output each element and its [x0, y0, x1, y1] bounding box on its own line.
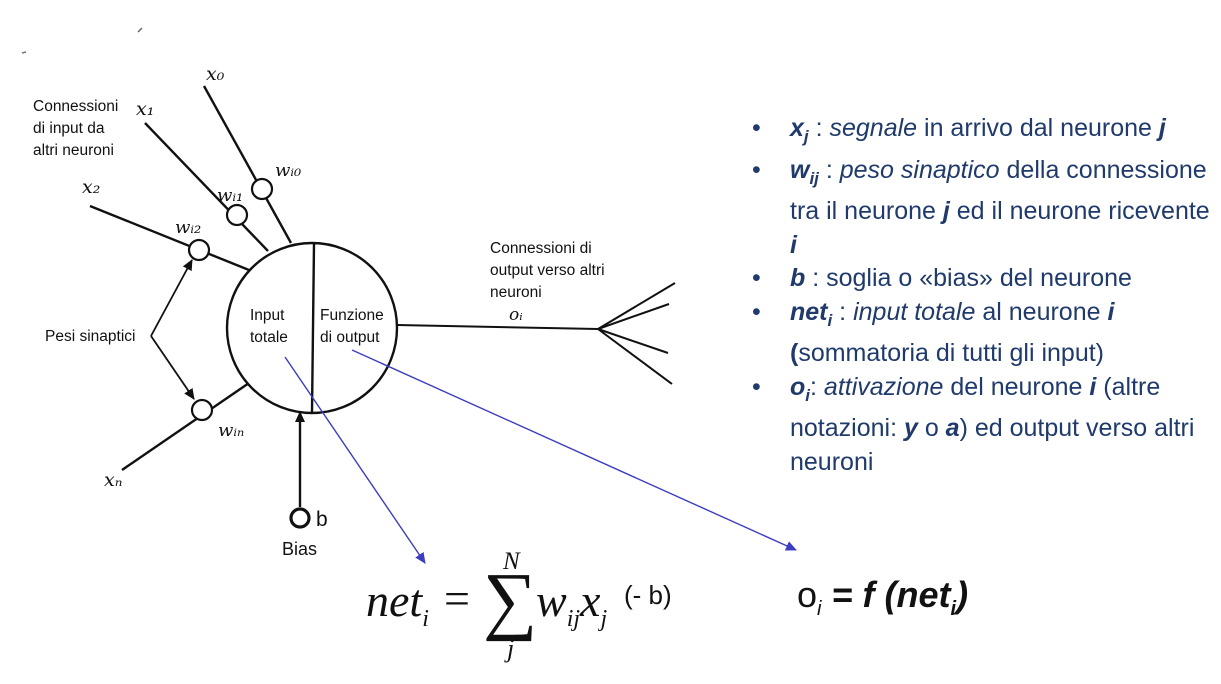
definition-item: neti : input totale al neurone i (sommat…	[752, 296, 1212, 371]
weighted-term: wijxj	[536, 575, 608, 633]
definition-item: wij : peso sinaptico della connessione t…	[752, 154, 1212, 263]
weight-node-2	[187, 238, 211, 262]
weight-label-2: wᵢ₂	[175, 217, 201, 238]
input-label-n: xₙ	[104, 469, 122, 491]
bias-term: (- b)	[624, 580, 672, 610]
output-connections	[396, 282, 676, 385]
input-label-2: x₂	[82, 176, 100, 198]
definition-symbol: b	[790, 264, 806, 292]
svg-text:Connessioni di: Connessioni di	[490, 240, 592, 257]
arrow-to-output-formula	[351, 349, 797, 551]
output-formula: oi = f (neti)	[797, 574, 969, 621]
neuron-output-label: Funzione di output	[320, 307, 384, 346]
weight-label-n: wᵢₙ	[218, 420, 244, 441]
definition-item: b : soglia o «bias» del neurone	[752, 262, 1212, 296]
svg-text:totale: totale	[250, 329, 288, 346]
neuron-body	[225, 241, 399, 415]
weight-nodes	[187, 177, 274, 422]
arrow-to-net-formula	[284, 356, 426, 564]
svg-text:neuroni: neuroni	[490, 284, 542, 301]
synaptic-weights-label: Pesi sinaptici	[45, 328, 135, 345]
weight-node-1	[225, 203, 249, 227]
bias-label: Bias	[282, 539, 317, 559]
svg-text:output verso altri: output verso altri	[490, 262, 605, 279]
net-symbol: neti	[366, 575, 429, 633]
input-connections-label: Connessioni di input da altri neuroni	[33, 98, 118, 159]
weight-node-n	[190, 398, 214, 422]
svg-text:Funzione: Funzione	[320, 307, 384, 324]
neuron-input-label: Input totale	[250, 307, 288, 346]
definition-symbol: o	[790, 372, 806, 401]
weight-node-0	[250, 177, 274, 201]
sum-lower-index: j	[507, 634, 515, 663]
svg-text:Input: Input	[250, 307, 285, 324]
sum-upper-limit: N	[503, 548, 520, 575]
definitions-list: xj : segnale in arrivo dal neurone jwij …	[752, 112, 1212, 479]
net-input-formula: neti = N ∑ j wijxj (- b)	[366, 548, 706, 668]
input-lines	[89, 85, 293, 471]
bias-symbol: b	[316, 508, 328, 531]
output-connections-label: Connessioni di output verso altri neuron…	[490, 240, 605, 301]
weight-label-0: wᵢ₀	[275, 160, 301, 181]
weight-label-1: wᵢ₁	[217, 185, 243, 206]
definition-item: xj : segnale in arrivo dal neurone j	[752, 112, 1212, 154]
input-label-0: x₀	[206, 63, 225, 85]
sum-symbol: ∑	[483, 558, 538, 642]
synaptic-weights-arrows	[150, 259, 195, 400]
svg-text:di input da: di input da	[33, 120, 105, 137]
formula-pointer-arrows	[284, 349, 797, 564]
svg-text:Connessioni: Connessioni	[33, 98, 118, 115]
bias-node	[289, 507, 311, 529]
input-label-1: x₁	[136, 98, 154, 120]
svg-text:di output: di output	[320, 329, 380, 346]
equals-sign: =	[444, 573, 470, 624]
svg-text:altri neuroni: altri neuroni	[33, 142, 114, 159]
definition-symbol: x	[790, 114, 804, 142]
definition-symbol: w	[790, 155, 810, 184]
definition-item: oi: attivazione del neurone i (altre not…	[752, 371, 1212, 480]
output-label: oᵢ	[509, 305, 523, 325]
definition-symbol: net	[790, 297, 828, 326]
